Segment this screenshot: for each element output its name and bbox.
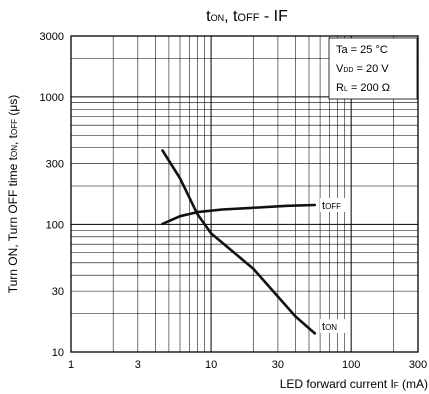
x-tick-label: 10 <box>205 359 217 371</box>
y-tick-label: 10 <box>52 347 64 359</box>
y-tick-label: 100 <box>46 219 64 231</box>
x-tick-labels: 1 3 10 30 100 300 <box>68 359 427 371</box>
y-tick-label: 3000 <box>40 31 64 43</box>
ton-curve-label: tON <box>322 321 337 333</box>
ton-curve <box>161 149 317 335</box>
x-axis-label: LED forward current IF (mA) <box>280 377 428 391</box>
ton-label-bg <box>320 319 346 333</box>
curves <box>161 149 317 335</box>
x-tick-label: 3 <box>135 359 141 371</box>
y-tick-labels: 10 30 100 300 1000 3000 <box>40 31 64 359</box>
load-resistance-label: RL = 200 Ω <box>336 82 390 94</box>
plot-frame <box>70 35 419 353</box>
legend-box <box>328 37 418 100</box>
y-tick-label: 30 <box>52 286 64 298</box>
supply-voltage-label: VDD = 20 V <box>336 63 389 75</box>
x-tick-label: 30 <box>272 359 284 371</box>
y-tick-label: 300 <box>46 159 64 171</box>
x-tick-label: 300 <box>409 359 427 371</box>
y-axis-label: Turn ON, Turn OFF time tON, tOFF (μs) <box>6 95 20 294</box>
x-tick-label: 1 <box>68 359 74 371</box>
toff-label-bg <box>320 198 348 212</box>
chart-title: tON, tOFF - IF <box>206 8 288 25</box>
ambient-temp-label: Ta = 25 °C <box>336 44 388 56</box>
toff-curve <box>161 203 317 226</box>
y-tick-label: 1000 <box>40 92 64 104</box>
x-tick-label: 100 <box>342 359 360 371</box>
toff-curve-label: tOFF <box>322 200 341 212</box>
